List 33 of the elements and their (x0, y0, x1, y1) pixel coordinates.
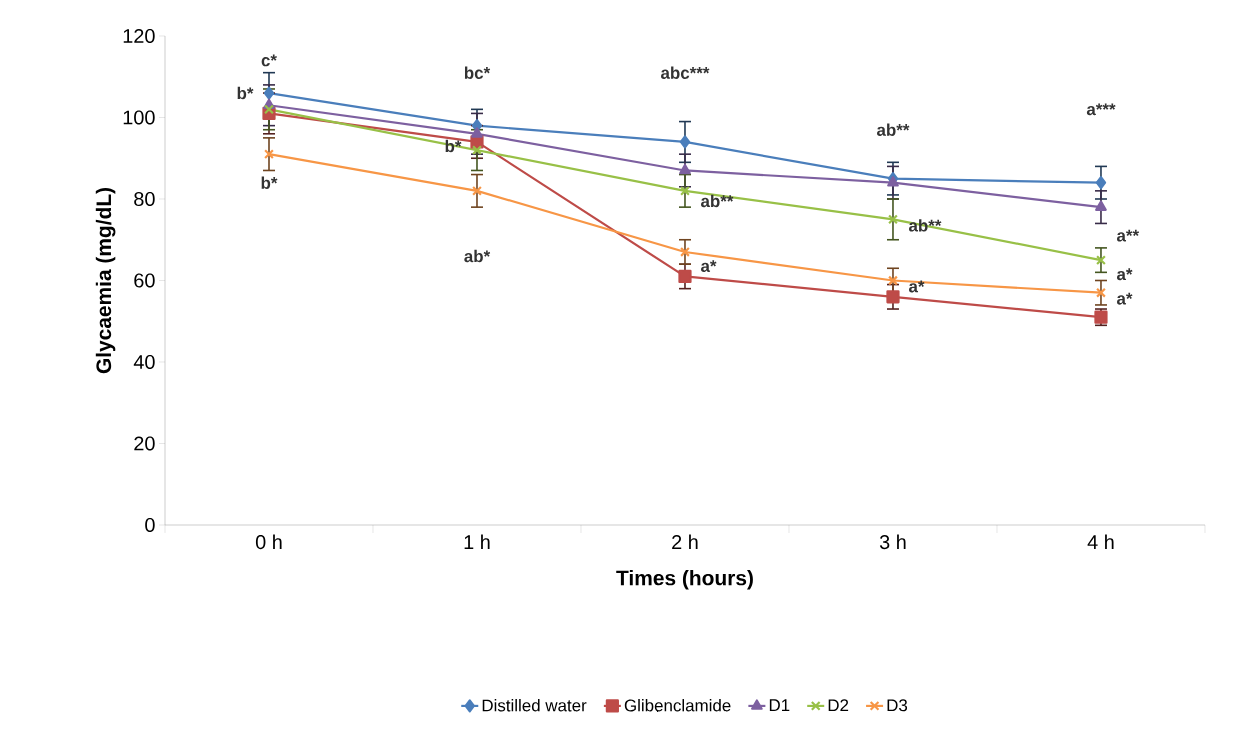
y-tick-label: 100 (123, 110, 155, 125)
y-tick-label: 40 (133, 354, 155, 370)
x-tick-label: 3 h (879, 534, 906, 550)
annotation: b* (261, 176, 278, 189)
y-tick-label: 20 (134, 436, 155, 451)
annotation: a* (1116, 292, 1133, 305)
annotation: b* (237, 86, 254, 100)
legend-label: D2 (828, 699, 849, 712)
annotation: a*** (1086, 103, 1116, 116)
y-tick-label: 80 (134, 191, 155, 207)
legend-label: D3 (887, 699, 908, 712)
legend-label: Distilled water (482, 699, 587, 712)
x-tick-label: 0 h (255, 534, 282, 550)
annotation: a* (1116, 268, 1133, 281)
y-tick-label: 60 (134, 273, 155, 288)
legend-label: Glibenclamide (624, 699, 731, 712)
annotation: ab** (701, 194, 734, 208)
annotation: ab* (464, 249, 491, 263)
annotation: a** (1116, 229, 1140, 242)
annotation: c* (261, 54, 277, 67)
annotation: abc*** (661, 66, 710, 79)
x-tick-label: 1 h (464, 534, 490, 549)
legend-label: D1 (769, 699, 790, 712)
x-axis-title: Times (hours) (616, 570, 753, 590)
y-axis-title: Glycaemia (mg/dL) (95, 187, 116, 374)
y-tick-label: 0 (145, 517, 155, 533)
annotation: a* (701, 260, 717, 273)
x-tick-label: 4 h (1087, 534, 1114, 549)
annotation: bc* (464, 66, 491, 79)
annotation: ab** (877, 123, 910, 136)
y-tick-label: 120 (123, 28, 155, 44)
x-tick-label: 2 h (672, 534, 698, 549)
annotation: a* (909, 280, 925, 293)
